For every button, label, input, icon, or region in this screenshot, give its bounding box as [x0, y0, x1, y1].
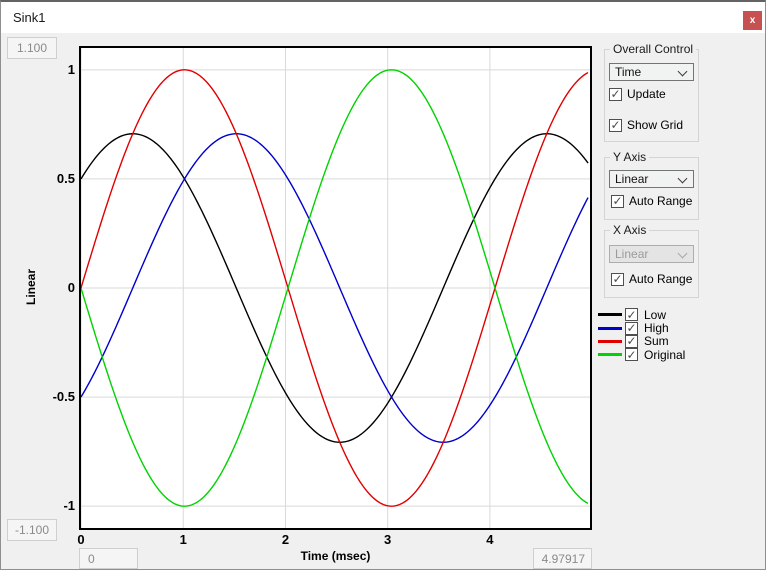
chevron-down-icon — [677, 173, 688, 184]
y-auto-range-checkbox[interactable]: ✓ — [611, 194, 624, 208]
check-icon: ✓ — [610, 118, 621, 132]
legend-line-swatch — [598, 353, 622, 357]
x-tick-label: 4 — [486, 532, 494, 547]
check-icon: ✓ — [612, 194, 623, 208]
close-button[interactable]: x — [743, 11, 762, 30]
legend-label: Original — [644, 347, 686, 362]
plot-svg — [81, 48, 590, 528]
check-icon: ✓ — [626, 321, 637, 336]
legend-row: ✓ Low — [598, 307, 685, 322]
overall-control-dropdown-value: Time — [615, 65, 642, 79]
y-max-field[interactable]: 1.100 — [7, 37, 57, 59]
update-checkbox[interactable]: ✓ — [609, 87, 622, 101]
check-icon: ✓ — [626, 307, 637, 322]
y-min-field[interactable]: -1.100 — [7, 519, 57, 541]
x-min-field[interactable]: 0 — [79, 548, 138, 569]
legend-row: ✓ Sum — [598, 334, 685, 349]
y-tick-label: 0 — [67, 280, 75, 295]
group-overall-control: Overall Control Time ✓ Update ✓ Show Gri… — [604, 42, 699, 142]
x-tick-label: 3 — [384, 532, 392, 547]
update-checkbox-label: Update — [627, 87, 666, 101]
x-auto-range-checkbox[interactable]: ✓ — [611, 272, 624, 286]
legend-checkbox-high[interactable]: ✓ — [625, 321, 638, 336]
group-y-axis: Y Axis Linear ✓ Auto Range — [604, 150, 699, 220]
x-auto-range-label: Auto Range — [629, 272, 693, 286]
x-tick-label: 1 — [179, 532, 187, 547]
legend-line-swatch — [598, 313, 622, 317]
legend-checkbox-original[interactable]: ✓ — [625, 347, 638, 362]
y-auto-range-row: ✓ Auto Range — [611, 194, 692, 208]
legend-row: ✓ High — [598, 321, 685, 336]
show-grid-checkbox-row: ✓ Show Grid — [609, 118, 683, 132]
x-auto-range-row: ✓ Auto Range — [611, 272, 692, 286]
show-grid-checkbox-label: Show Grid — [627, 118, 684, 132]
legend-checkbox-sum[interactable]: ✓ — [625, 334, 638, 349]
y-auto-range-label: Auto Range — [629, 194, 693, 208]
legend-label: Low — [644, 307, 667, 322]
group-x-axis: X Axis Linear ✓ Auto Range — [604, 223, 699, 298]
x-axis-scale-dropdown: Linear — [609, 245, 694, 263]
title-bar: Sink1 x — [1, 2, 765, 33]
check-icon: ✓ — [610, 87, 621, 101]
y-axis-scale-dropdown-value: Linear — [615, 172, 649, 186]
series-sum-line — [81, 69, 589, 507]
x-tick-label: 2 — [281, 532, 290, 547]
series-low-line — [81, 133, 589, 443]
series-original-line — [81, 69, 589, 507]
plot-area[interactable] — [79, 46, 592, 530]
y-axis-scale-dropdown[interactable]: Linear — [609, 170, 694, 188]
check-icon: ✓ — [612, 272, 623, 286]
check-icon: ✓ — [626, 334, 637, 349]
x-axis-scale-dropdown-value: Linear — [615, 247, 649, 261]
x-max-field[interactable]: 4.97917 — [533, 548, 592, 569]
legend: ✓ Low ✓ High ✓ Sum ✓ Original — [598, 308, 685, 362]
window-title: Sink1 — [13, 10, 46, 25]
series-high-line — [81, 133, 589, 443]
legend-line-swatch — [598, 339, 622, 343]
close-icon: x — [749, 14, 756, 26]
y-tick-label: -1 — [63, 498, 75, 514]
show-grid-checkbox[interactable]: ✓ — [609, 118, 622, 132]
chevron-down-icon — [677, 66, 688, 77]
chevron-down-icon — [677, 248, 688, 259]
check-icon: ✓ — [626, 347, 637, 362]
group-y-axis-label: Y Axis — [610, 150, 650, 164]
legend-label: High — [644, 321, 669, 336]
group-x-axis-label: X Axis — [610, 223, 650, 237]
y-tick-label: -0.5 — [52, 389, 75, 405]
x-axis-title: Time (msec) — [300, 549, 371, 563]
overall-control-dropdown[interactable]: Time — [609, 63, 694, 81]
legend-row: ✓ Original — [598, 347, 686, 362]
update-checkbox-row: ✓ Update — [609, 87, 666, 101]
legend-line-swatch — [598, 326, 622, 330]
y-tick-label: 0.5 — [56, 170, 75, 186]
y-tick-label: 1 — [67, 61, 75, 77]
x-tick-label: 0 — [77, 532, 85, 547]
legend-label: Sum — [644, 334, 669, 349]
legend-checkbox-low[interactable]: ✓ — [625, 307, 638, 322]
group-overall-control-label: Overall Control — [610, 42, 697, 56]
